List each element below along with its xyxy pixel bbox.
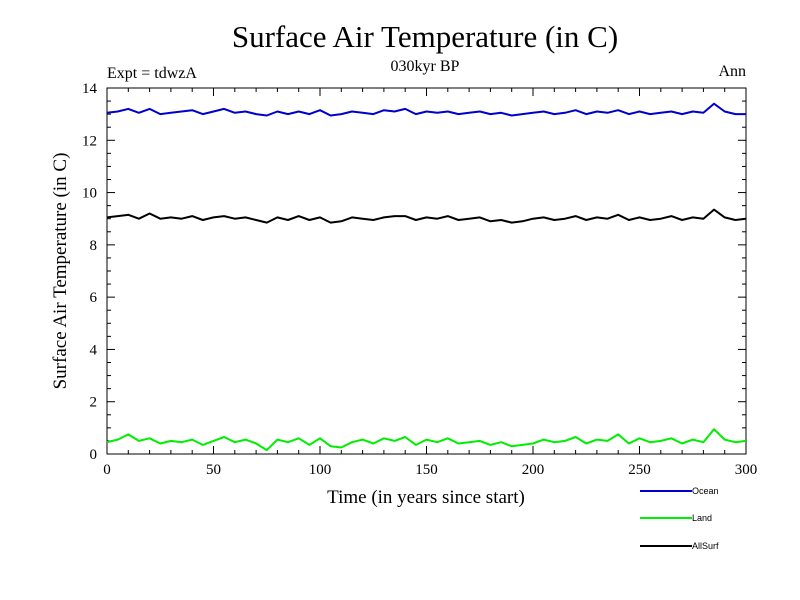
experiment-label: Expt = tdwzA — [107, 65, 197, 82]
legend-label-allsurf: AllSurf — [692, 541, 719, 551]
legend-label-land: Land — [692, 513, 712, 523]
x-tick-label: 0 — [103, 462, 111, 478]
x-tick-label: 100 — [309, 462, 332, 478]
y-tick-label: 2 — [90, 395, 98, 411]
series-lines — [106, 102, 747, 452]
x-tick-label: 300 — [735, 462, 758, 478]
legend-label-ocean: Ocean — [692, 486, 719, 496]
axes: 0 50 100 150 200 250 300 0 2 4 6 8 10 12 14 — [82, 81, 757, 478]
series-line-ocean — [106, 102, 746, 117]
x-tick-label: 200 — [522, 462, 545, 478]
x-axis-label: Time (in years since start) — [327, 487, 525, 508]
x-tick-label: 250 — [628, 462, 651, 478]
y-tick-label: 8 — [90, 238, 98, 254]
plot-frame — [106, 87, 747, 455]
legend: Ocean Land AllSurf — [640, 486, 719, 551]
y-tick-label: 12 — [82, 133, 97, 149]
y-tick-label: 0 — [90, 447, 98, 463]
period-label: Ann — [718, 63, 746, 80]
y-tick-label: 10 — [82, 186, 97, 202]
y-tick-label: 6 — [90, 290, 98, 306]
y-tick-label: 14 — [82, 81, 98, 97]
x-tick-label: 150 — [415, 462, 438, 478]
chart-subtitle: 030kyr BP — [391, 58, 460, 75]
y-tick-label: 4 — [90, 342, 98, 358]
chart-title: Surface Air Temperature (in C) — [232, 19, 618, 54]
x-tick-label: 50 — [206, 462, 221, 478]
series-line-allsurf — [106, 208, 747, 224]
series-line-land — [106, 428, 747, 452]
y-axis-label: Surface Air Temperature (in C) — [50, 153, 71, 390]
